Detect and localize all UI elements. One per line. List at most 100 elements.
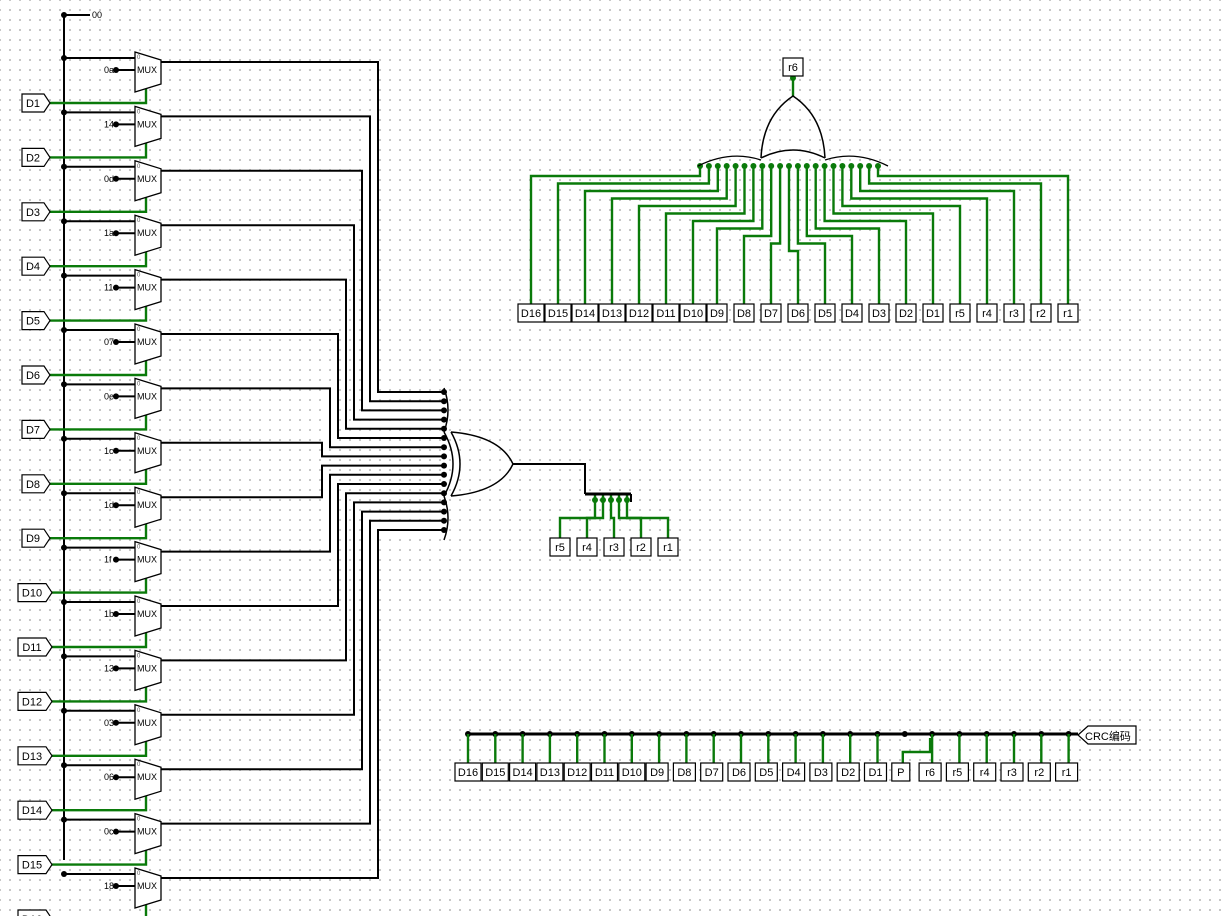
crc-output-pin[interactable]: CRC编码 — [1077, 725, 1137, 745]
mux-6[interactable]: MUX 0 — [134, 323, 162, 365]
input-pin-d3[interactable]: D3 — [21, 202, 51, 222]
input-pin-d8[interactable]: D8 — [21, 474, 51, 494]
parity-input-d13[interactable]: D13 — [598, 303, 626, 323]
mux-constant-6: 07 — [104, 337, 114, 347]
mux-14[interactable]: MUX 0 — [134, 758, 162, 801]
mux-select-zero: 0 — [137, 653, 141, 659]
crc-input-d10[interactable]: D10 — [618, 762, 646, 782]
input-pin-d7[interactable]: D7 — [21, 419, 51, 439]
crc-input-d7[interactable]: D7 — [700, 762, 724, 782]
parity-input-d5[interactable]: D5 — [814, 303, 836, 323]
mux-7[interactable]: MUX 0 — [134, 377, 162, 420]
parity-input-r3[interactable]: r3 — [1003, 303, 1025, 323]
wire — [50, 468, 148, 485]
wire — [161, 501, 444, 716]
input-pin-d13[interactable]: D13 — [17, 746, 53, 766]
parity-input-d10[interactable]: D10 — [679, 303, 707, 323]
parity-input-r2[interactable]: r2 — [1030, 303, 1052, 323]
crc-input-r5[interactable]: r5 — [945, 762, 970, 782]
mux-3[interactable]: MUX 0 — [134, 159, 162, 202]
parity-xor-gate[interactable] — [697, 95, 889, 167]
crc-input-d5[interactable]: D5 — [754, 762, 778, 782]
mux-9[interactable]: MUX 0 — [134, 486, 162, 529]
input-pin-d11[interactable]: D11 — [17, 637, 53, 657]
parity-input-d2[interactable]: D2 — [895, 303, 917, 323]
input-pin-d1[interactable]: D1 — [21, 93, 51, 113]
crc-input-d12[interactable]: D12 — [563, 762, 591, 782]
input-pin-d16[interactable]: D16 — [17, 909, 52, 916]
crc-input-r1[interactable]: r1 — [1054, 762, 1079, 782]
xor-output-r2[interactable]: r2 — [630, 537, 652, 557]
input-pin-d4[interactable]: D4 — [21, 256, 51, 276]
parity-input-d14[interactable]: D14 — [571, 303, 599, 323]
wire-junction — [786, 163, 792, 169]
crc-input-d9[interactable]: D9 — [645, 762, 669, 782]
crc-input-r4[interactable]: r4 — [973, 762, 997, 782]
mux-8[interactable]: MUX 0 — [134, 431, 162, 474]
crc-input-d16[interactable]: D16 — [454, 762, 482, 782]
crc-input-d11[interactable]: D11 — [590, 762, 619, 782]
parity-input-r1[interactable]: r1 — [1057, 303, 1079, 323]
mux-15[interactable]: MUX 0 — [134, 812, 162, 855]
wire-junction — [113, 828, 119, 835]
crc-input-d15[interactable]: D15 — [481, 762, 509, 782]
mux-5[interactable]: MUX 0 — [134, 268, 162, 311]
crc-input-d8[interactable]: D8 — [672, 762, 697, 782]
parity-input-d4[interactable]: D4 — [841, 303, 863, 323]
parity-input-d11[interactable]: D11 — [652, 303, 680, 323]
parity-input-d16[interactable]: D16 — [517, 303, 545, 323]
input-pin-d5[interactable]: D5 — [21, 311, 51, 331]
mux-constant-5: 11 — [104, 283, 113, 293]
input-pin-d10[interactable]: D10 — [17, 583, 53, 603]
mux-13[interactable]: MUX 0 — [134, 703, 162, 746]
crc-input-d3[interactable]: D3 — [809, 762, 833, 782]
wire-junction — [857, 163, 864, 169]
wire — [52, 740, 148, 757]
mux-2[interactable]: MUX 0 — [134, 105, 162, 148]
crc-input-d4[interactable]: D4 — [781, 762, 806, 782]
main-xor-gate[interactable] — [443, 387, 514, 541]
input-pin-d12[interactable]: D12 — [17, 691, 53, 711]
crc-input-r3[interactable]: r3 — [1000, 762, 1024, 782]
mux-4[interactable]: MUX 0 — [134, 214, 162, 257]
mux-1[interactable]: MUX 0 — [134, 51, 162, 93]
mux-10[interactable]: MUX 0 — [134, 540, 162, 583]
parity-input-d6[interactable]: D6 — [787, 303, 809, 323]
parity-input-d12[interactable]: D12 — [625, 303, 653, 323]
crc-input-d2[interactable]: D2 — [836, 762, 860, 782]
parity-input-d15[interactable]: D15 — [544, 303, 572, 323]
input-pin-d2[interactable]: D2 — [21, 147, 51, 167]
wire-junction — [113, 67, 119, 73]
xor-output-r3[interactable]: r3 — [603, 537, 625, 557]
parity-input-d8[interactable]: D8 — [733, 303, 755, 323]
input-pin-d6[interactable]: D6 — [21, 365, 51, 385]
parity-input-r4[interactable]: r4 — [976, 303, 998, 323]
crc-input-r6[interactable]: r6 — [918, 762, 942, 782]
parity-input-d7[interactable]: D7 — [760, 303, 782, 323]
crc-input-d1[interactable]: D1 — [863, 762, 888, 782]
crc-input-d2-label: D2 — [841, 767, 855, 779]
crc-input-d13[interactable]: D13 — [536, 762, 564, 782]
crc-input-d6[interactable]: D6 — [727, 762, 751, 782]
mux-16[interactable]: MUX 0 — [134, 867, 162, 909]
mux-12[interactable]: MUX 0 — [134, 649, 162, 692]
mux-constant-7: 0e — [104, 391, 114, 401]
parity-input-r5[interactable]: r5 — [949, 303, 971, 323]
crc-input-r2[interactable]: r2 — [1027, 762, 1051, 782]
input-pin-d9[interactable]: D9 — [21, 528, 51, 548]
xor-output-r1[interactable]: r1 — [657, 537, 679, 557]
parity-output-r6[interactable]: r6 — [782, 57, 804, 77]
crc-input-p[interactable]: P — [891, 762, 911, 782]
parity-input-d3[interactable]: D3 — [868, 303, 890, 323]
xor-output-r4[interactable]: r4 — [576, 537, 598, 557]
wire — [609, 494, 616, 538]
input-pin-d15-label: D15 — [22, 860, 42, 872]
xor-output-r5[interactable]: r5 — [549, 537, 571, 557]
mux-11[interactable]: MUX 0 — [134, 595, 162, 637]
parity-input-d1[interactable]: D1 — [922, 303, 944, 323]
parity-input-d9[interactable]: D9 — [706, 303, 728, 323]
input-pin-d13-label: D13 — [22, 751, 42, 763]
input-pin-d15[interactable]: D15 — [17, 855, 53, 875]
crc-input-d14[interactable]: D14 — [509, 762, 537, 782]
input-pin-d14[interactable]: D14 — [17, 800, 53, 820]
